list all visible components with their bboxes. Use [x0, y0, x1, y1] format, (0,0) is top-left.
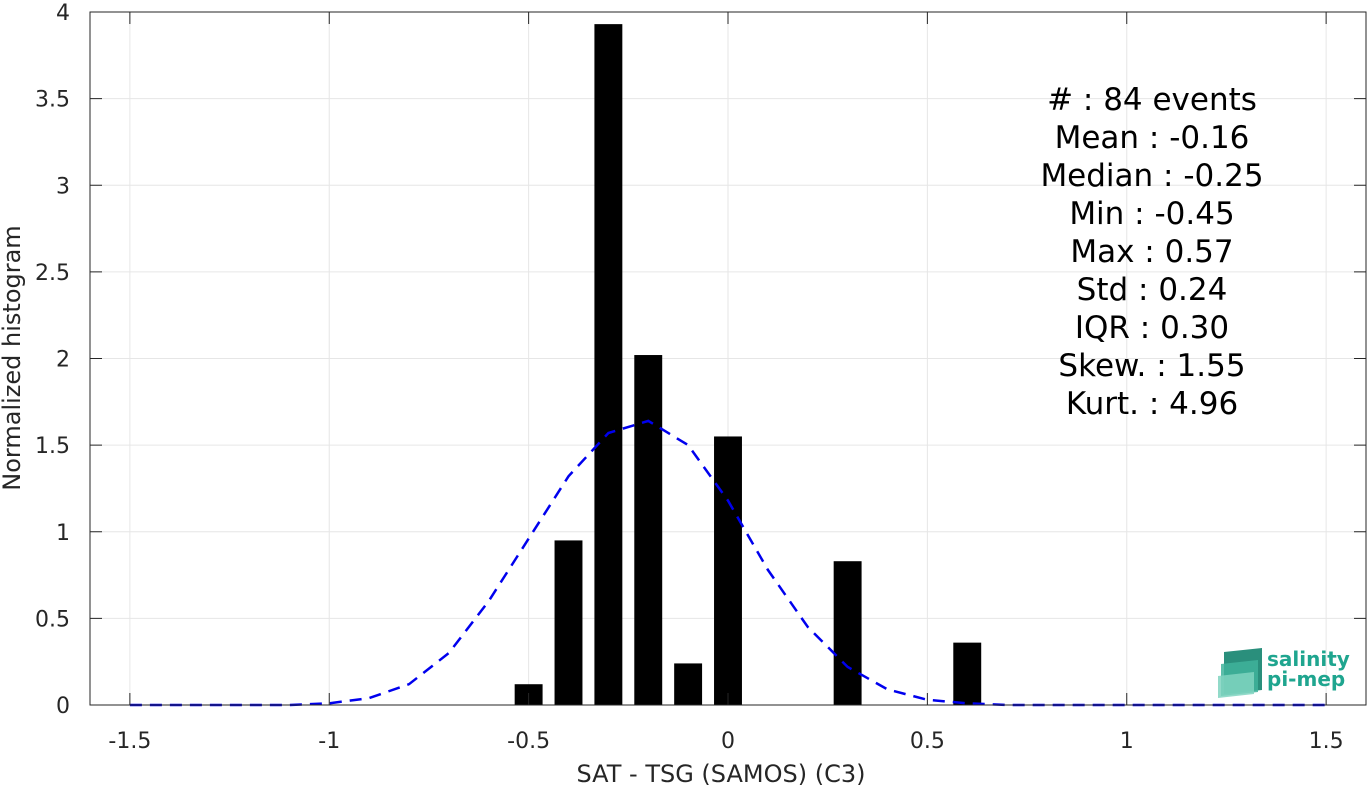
y-tick-labels: 0 0.5 1 1.5 2 2.5 3 3.5 4: [35, 1, 70, 719]
histogram-bar: [674, 663, 703, 705]
y-tick-label: 1: [56, 521, 70, 546]
y-tick-label: 3: [56, 174, 70, 199]
histogram-bar: [634, 355, 663, 705]
x-tick-label: -0.5: [507, 729, 550, 754]
x-tick-labels: -1.5 -1 -0.5 0 0.5 1 1.5: [108, 729, 1343, 754]
y-tick-label: 1.5: [35, 434, 70, 459]
y-tick-label: 3.5: [35, 88, 70, 113]
y-axis-label: Normalized histogram: [0, 225, 26, 490]
stats-line: IQR : 0.30: [1075, 310, 1229, 346]
logo-text-salinity: salinity: [1267, 647, 1350, 671]
y-tick-label: 0: [56, 694, 70, 719]
y-tick-label: 2.5: [35, 261, 70, 286]
y-tick-label: 4: [56, 1, 70, 26]
stats-line: Std : 0.24: [1077, 272, 1228, 308]
histogram-bars: [514, 24, 982, 705]
x-tick-label: 0: [721, 729, 735, 754]
stats-line: Max : 0.57: [1070, 234, 1233, 270]
stats-line: Kurt. : 4.96: [1066, 386, 1238, 422]
histogram-bar: [714, 436, 742, 705]
histogram-bar: [554, 540, 583, 705]
logo-text-pimep: pi-mep: [1267, 667, 1345, 691]
x-tick-label: 0.5: [910, 729, 945, 754]
x-axis-label: SAT - TSG (SAMOS) (C3): [577, 760, 866, 785]
stats-line: # : 84 events: [1047, 82, 1257, 118]
stats-line: Skew. : 1.55: [1058, 348, 1245, 384]
stats-line: Mean : -0.16: [1055, 120, 1250, 156]
x-tick-label: -1.5: [108, 729, 151, 754]
y-tick-label: 0.5: [35, 607, 70, 632]
wave-logo-icon: [1218, 648, 1262, 698]
stats-line: Min : -0.45: [1069, 196, 1234, 232]
salinity-pimep-logo: salinity pi-mep: [1218, 647, 1350, 698]
histogram-bar: [953, 642, 982, 705]
gaussian-fit-line: [129, 419, 1327, 707]
x-tick-label: 1.5: [1309, 729, 1344, 754]
x-tick-label: -1: [318, 729, 340, 754]
histogram-bar: [594, 24, 623, 705]
y-tick-label: 2: [56, 348, 70, 373]
x-tick-label: 1: [1120, 729, 1134, 754]
axis-ticks: [90, 11, 1366, 706]
histogram-bar: [833, 561, 862, 705]
stats-line: Median : -0.25: [1040, 158, 1263, 194]
